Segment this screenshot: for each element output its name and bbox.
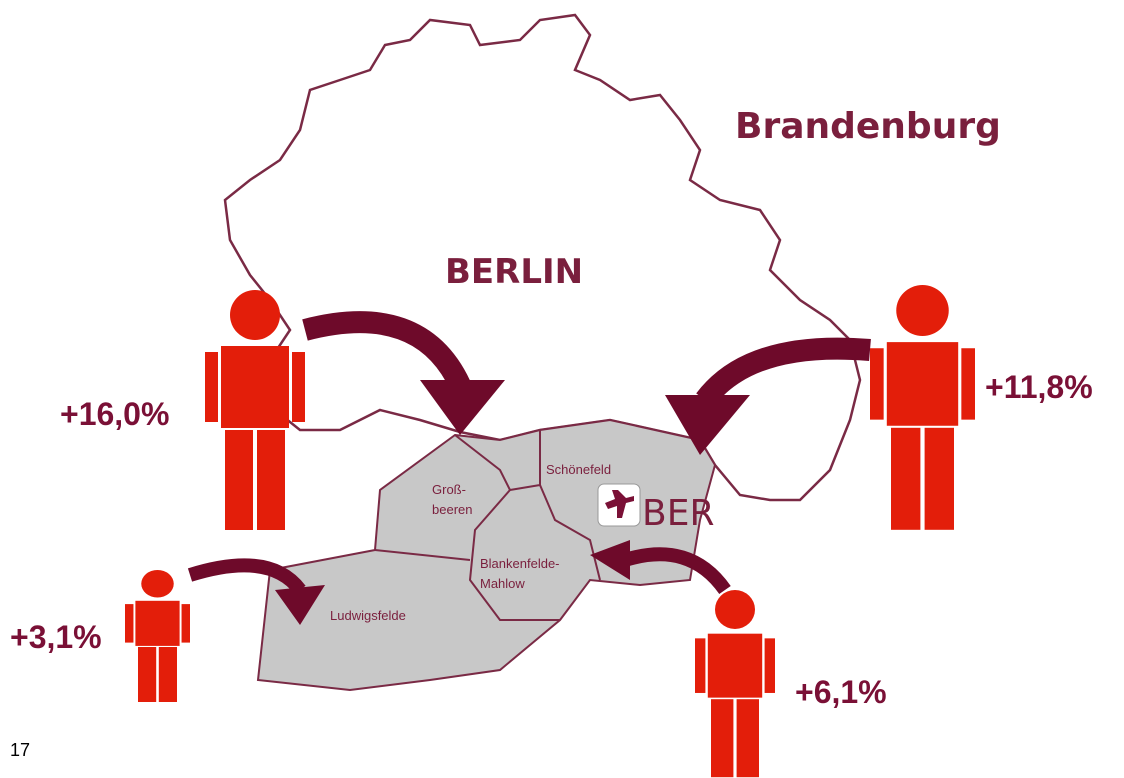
growth-label: +11,8% bbox=[985, 369, 1093, 405]
airport-label: BER bbox=[642, 493, 714, 534]
district-label: Ludwigsfelde bbox=[330, 608, 406, 623]
person-icon bbox=[870, 285, 975, 530]
growth-label: +16,0% bbox=[60, 396, 169, 432]
person-icon bbox=[205, 290, 305, 530]
district-label: Mahlow bbox=[480, 576, 525, 591]
region-label: Brandenburg bbox=[735, 106, 1001, 147]
growth-label: +6,1% bbox=[795, 674, 887, 710]
person-icon bbox=[125, 570, 190, 702]
plane bbox=[605, 490, 634, 518]
berlin-outline bbox=[223, 13, 862, 502]
growth-label: +3,1% bbox=[10, 619, 102, 655]
district-label: beeren bbox=[432, 502, 472, 517]
person-icon bbox=[695, 590, 775, 778]
district-border bbox=[374, 430, 601, 621]
city-label: BERLIN bbox=[445, 252, 583, 292]
district-label: Schönefeld bbox=[546, 462, 611, 477]
district-label: Blankenfelde- bbox=[480, 556, 560, 571]
arrows bbox=[187, 311, 871, 625]
district-label: Groß- bbox=[432, 482, 466, 497]
page-number: 17 bbox=[10, 740, 30, 760]
